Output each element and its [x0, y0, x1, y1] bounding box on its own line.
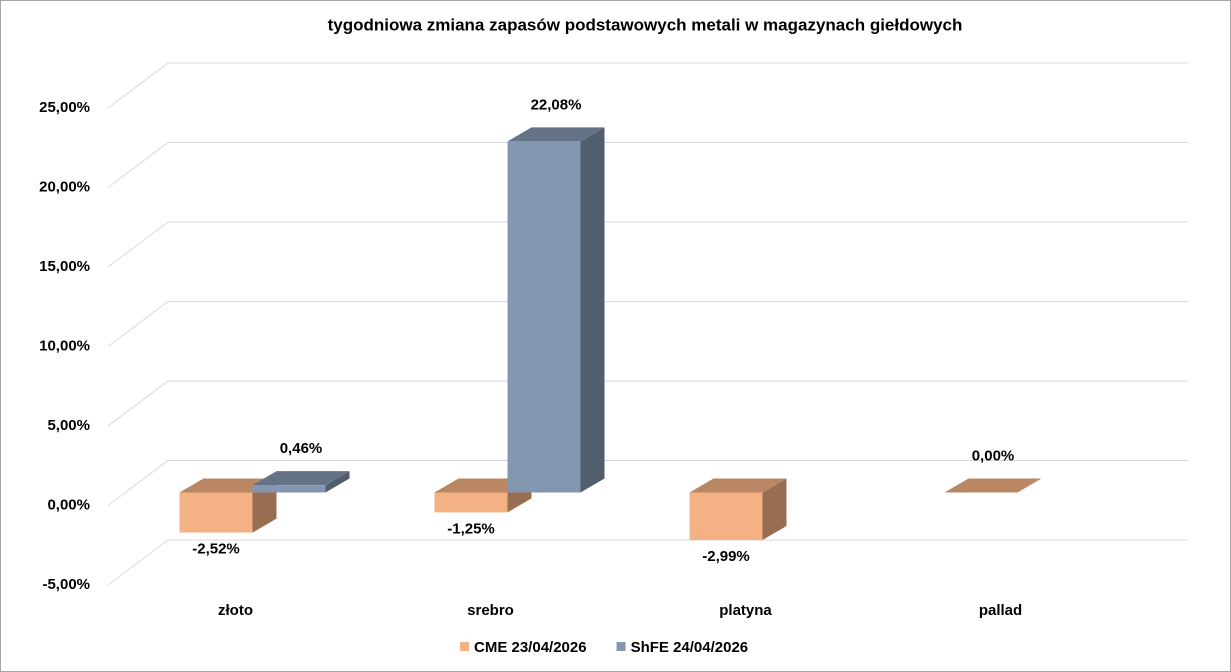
bar — [434, 492, 508, 513]
x-tick-label: złoto — [218, 602, 253, 619]
bar-side — [762, 478, 787, 541]
bar — [689, 492, 763, 541]
data-label: 0,00% — [972, 447, 1015, 464]
bar-side — [325, 471, 350, 493]
data-label: -2,52% — [192, 541, 240, 558]
bar-top — [179, 478, 277, 493]
y-tick-label: 0,00% — [47, 496, 90, 513]
legend-label: ShFE 24/04/2026 — [631, 639, 749, 656]
legend-swatch — [460, 642, 469, 651]
y-tick-label: 20,00% — [39, 178, 90, 195]
x-tick-label: pallad — [979, 602, 1022, 619]
data-label: 0,46% — [280, 440, 323, 457]
bar — [179, 492, 253, 533]
y-tick-label: 5,00% — [47, 417, 90, 434]
bar-top — [689, 478, 787, 493]
grid-line — [107, 142, 1188, 188]
data-label: 22,08% — [531, 96, 582, 113]
y-tick-label: 10,00% — [39, 337, 90, 354]
bar-top — [507, 127, 605, 142]
legend-label: CME 23/04/2026 — [474, 639, 587, 656]
y-tick-label: -5,00% — [42, 576, 90, 593]
bar-top — [434, 478, 532, 493]
bar-side — [580, 127, 605, 493]
grid-line — [107, 62, 1188, 109]
grid-line — [107, 380, 1188, 427]
y-tick-label: 15,00% — [39, 258, 90, 275]
data-label: -1,25% — [447, 520, 495, 537]
legend-swatch — [616, 642, 626, 651]
bar — [252, 485, 326, 493]
data-label: -2,99% — [702, 548, 750, 565]
grid-line — [107, 221, 1188, 268]
x-tick-label: platyna — [719, 602, 772, 619]
grid-line — [107, 460, 1188, 506]
y-tick-label: 25,00% — [39, 99, 90, 116]
bar — [507, 141, 581, 493]
grid-line — [107, 301, 1188, 347]
bar-top — [944, 478, 1042, 493]
bar-top — [252, 471, 350, 486]
chart-title: tygodniowa zmiana zapasów podstawowych m… — [328, 15, 963, 34]
grid-line — [107, 539, 1188, 586]
x-tick-label: srebro — [467, 602, 514, 619]
